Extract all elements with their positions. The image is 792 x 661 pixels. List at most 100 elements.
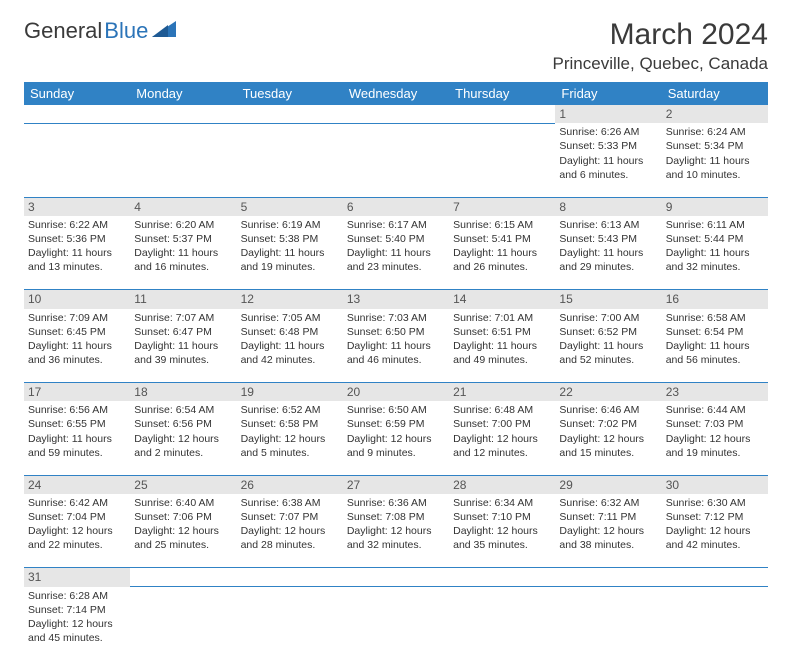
sunrise-text: Sunrise: 6:56 AM xyxy=(28,403,126,417)
day-cell: Sunrise: 7:05 AMSunset: 6:48 PMDaylight:… xyxy=(237,309,343,383)
sunrise-text: Sunrise: 6:24 AM xyxy=(666,125,764,139)
daylight-text: Daylight: 11 hours and 46 minutes. xyxy=(347,339,445,367)
sunset-text: Sunset: 6:56 PM xyxy=(134,417,232,431)
daylight-text: Daylight: 12 hours and 2 minutes. xyxy=(134,432,232,460)
day-number-cell xyxy=(662,568,768,587)
daylight-text: Daylight: 11 hours and 49 minutes. xyxy=(453,339,551,367)
day-number-cell: 13 xyxy=(343,290,449,309)
sunrise-text: Sunrise: 7:09 AM xyxy=(28,311,126,325)
day-header: Monday xyxy=(130,82,236,105)
sunset-text: Sunset: 5:40 PM xyxy=(347,232,445,246)
sunrise-text: Sunrise: 6:20 AM xyxy=(134,218,232,232)
sunset-text: Sunset: 6:45 PM xyxy=(28,325,126,339)
daylight-text: Daylight: 12 hours and 15 minutes. xyxy=(559,432,657,460)
daylight-text: Daylight: 11 hours and 42 minutes. xyxy=(241,339,339,367)
daylight-text: Daylight: 11 hours and 23 minutes. xyxy=(347,246,445,274)
day-cell: Sunrise: 6:17 AMSunset: 5:40 PMDaylight:… xyxy=(343,216,449,290)
sunset-text: Sunset: 6:54 PM xyxy=(666,325,764,339)
day-number-cell xyxy=(237,105,343,123)
day-cell: Sunrise: 6:42 AMSunset: 7:04 PMDaylight:… xyxy=(24,494,130,568)
sunrise-text: Sunrise: 6:19 AM xyxy=(241,218,339,232)
calendar-body: 12Sunrise: 6:26 AMSunset: 5:33 PMDayligh… xyxy=(24,105,768,661)
daylight-text: Daylight: 12 hours and 25 minutes. xyxy=(134,524,232,552)
daylight-text: Daylight: 12 hours and 42 minutes. xyxy=(666,524,764,552)
sunset-text: Sunset: 7:06 PM xyxy=(134,510,232,524)
daylight-text: Daylight: 12 hours and 45 minutes. xyxy=(28,617,126,645)
sunset-text: Sunset: 5:41 PM xyxy=(453,232,551,246)
location: Princeville, Quebec, Canada xyxy=(553,54,768,74)
day-cell: Sunrise: 6:32 AMSunset: 7:11 PMDaylight:… xyxy=(555,494,661,568)
day-cell: Sunrise: 6:48 AMSunset: 7:00 PMDaylight:… xyxy=(449,401,555,475)
day-cell: Sunrise: 7:09 AMSunset: 6:45 PMDaylight:… xyxy=(24,309,130,383)
day-number-cell xyxy=(24,105,130,123)
sunset-text: Sunset: 6:48 PM xyxy=(241,325,339,339)
day-cell: Sunrise: 7:03 AMSunset: 6:50 PMDaylight:… xyxy=(343,309,449,383)
day-number-cell xyxy=(343,105,449,123)
sunrise-text: Sunrise: 6:22 AM xyxy=(28,218,126,232)
logo: GeneralBlue xyxy=(24,18,178,44)
daylight-text: Daylight: 11 hours and 16 minutes. xyxy=(134,246,232,274)
day-content-row: Sunrise: 7:09 AMSunset: 6:45 PM Daylight:… xyxy=(24,309,768,383)
sunrise-text: Sunrise: 7:03 AM xyxy=(347,311,445,325)
day-content-row: Sunrise: 6:42 AMSunset: 7:04 PMDaylight:… xyxy=(24,494,768,568)
sunrise-text: Sunrise: 6:11 AM xyxy=(666,218,764,232)
day-number-cell: 9 xyxy=(662,197,768,216)
day-number-cell: 2 xyxy=(662,105,768,123)
sunset-text: Sunset: 7:10 PM xyxy=(453,510,551,524)
day-number-cell: 27 xyxy=(343,475,449,494)
day-cell xyxy=(449,123,555,197)
day-number-row: 24252627282930 xyxy=(24,475,768,494)
day-cell xyxy=(130,123,236,197)
title-block: March 2024 Princeville, Quebec, Canada xyxy=(553,18,768,74)
sunset-text: Sunset: 6:52 PM xyxy=(559,325,657,339)
sunset-text: Sunset: 6:55 PM xyxy=(28,417,126,431)
day-number-row: 10111213141516 xyxy=(24,290,768,309)
day-number-cell: 10 xyxy=(24,290,130,309)
day-number-cell: 26 xyxy=(237,475,343,494)
day-cell xyxy=(555,587,661,661)
sunrise-text: Sunrise: 7:00 AM xyxy=(559,311,657,325)
day-number-cell xyxy=(449,568,555,587)
daylight-text: Daylight: 11 hours and 32 minutes. xyxy=(666,246,764,274)
day-number-cell: 16 xyxy=(662,290,768,309)
day-cell: Sunrise: 6:24 AMSunset: 5:34 PMDaylight:… xyxy=(662,123,768,197)
sunset-text: Sunset: 7:12 PM xyxy=(666,510,764,524)
sunrise-text: Sunrise: 6:13 AM xyxy=(559,218,657,232)
day-cell: Sunrise: 6:56 AMSunset: 6:55 PMDaylight:… xyxy=(24,401,130,475)
day-cell: Sunrise: 6:20 AMSunset: 5:37 PMDaylight:… xyxy=(130,216,236,290)
day-number-cell: 5 xyxy=(237,197,343,216)
sunset-text: Sunset: 5:37 PM xyxy=(134,232,232,246)
sunset-text: Sunset: 5:33 PM xyxy=(559,139,657,153)
logo-text-general: General xyxy=(24,18,102,44)
day-cell: Sunrise: 6:15 AMSunset: 5:41 PMDaylight:… xyxy=(449,216,555,290)
logo-text-blue: Blue xyxy=(104,18,148,44)
day-cell xyxy=(343,123,449,197)
day-number-cell: 11 xyxy=(130,290,236,309)
sunset-text: Sunset: 6:51 PM xyxy=(453,325,551,339)
day-number-cell: 15 xyxy=(555,290,661,309)
day-number-cell: 6 xyxy=(343,197,449,216)
day-number-cell: 12 xyxy=(237,290,343,309)
daylight-text: Daylight: 12 hours and 19 minutes. xyxy=(666,432,764,460)
day-cell: Sunrise: 6:58 AMSunset: 6:54 PMDaylight:… xyxy=(662,309,768,383)
sunrise-text: Sunrise: 6:42 AM xyxy=(28,496,126,510)
day-header: Saturday xyxy=(662,82,768,105)
calendar-table: Sunday Monday Tuesday Wednesday Thursday… xyxy=(24,82,768,661)
sunset-text: Sunset: 6:58 PM xyxy=(241,417,339,431)
day-cell: Sunrise: 6:36 AMSunset: 7:08 PMDaylight:… xyxy=(343,494,449,568)
sunset-text: Sunset: 6:59 PM xyxy=(347,417,445,431)
day-number-cell: 3 xyxy=(24,197,130,216)
daylight-text: Daylight: 12 hours and 12 minutes. xyxy=(453,432,551,460)
daylight-text: Daylight: 12 hours and 32 minutes. xyxy=(347,524,445,552)
day-number-cell xyxy=(130,105,236,123)
daylight-text: Daylight: 11 hours and 56 minutes. xyxy=(666,339,764,367)
sunset-text: Sunset: 7:11 PM xyxy=(559,510,657,524)
sunset-text: Sunset: 7:14 PM xyxy=(28,603,126,617)
day-cell: Sunrise: 7:07 AMSunset: 6:47 PMDaylight:… xyxy=(130,309,236,383)
day-cell xyxy=(343,587,449,661)
day-cell: Sunrise: 6:40 AMSunset: 7:06 PMDaylight:… xyxy=(130,494,236,568)
day-number-cell: 14 xyxy=(449,290,555,309)
day-cell xyxy=(130,587,236,661)
day-number-cell: 25 xyxy=(130,475,236,494)
day-cell: Sunrise: 6:19 AMSunset: 5:38 PMDaylight:… xyxy=(237,216,343,290)
